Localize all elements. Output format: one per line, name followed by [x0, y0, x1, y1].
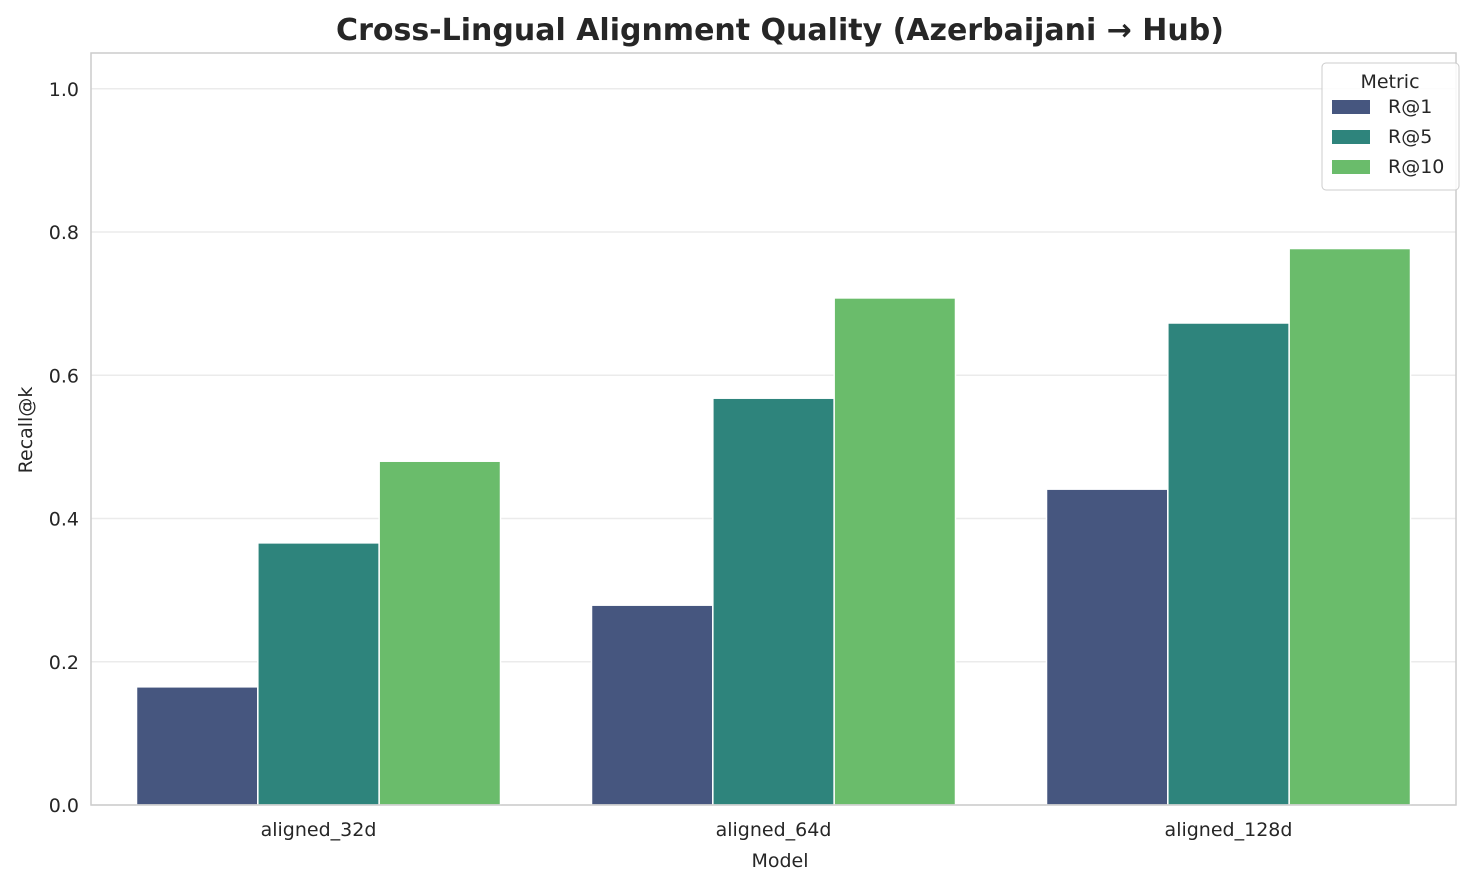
x-axis-ticks: aligned_32d aligned_64d aligned_128d [261, 819, 1293, 841]
legend-swatch [1332, 130, 1370, 144]
legend-label: R@5 [1388, 126, 1432, 148]
y-tick-label: 0.0 [49, 795, 79, 817]
chart-title: Cross-Lingual Alignment Quality (Azerbai… [336, 13, 1224, 48]
bar-r-at-1-aligned_32d [135, 686, 259, 806]
bars [135, 247, 1412, 806]
plot-frame [90, 52, 1457, 806]
legend-label: R@10 [1388, 156, 1444, 178]
bar-r-at-5-aligned_128d [1167, 322, 1290, 806]
y-axis-label: Recall@k [15, 387, 37, 474]
legend-label: R@1 [1388, 96, 1432, 118]
y-tick-label: 0.6 [49, 365, 79, 387]
x-tick-label: aligned_64d [716, 819, 832, 841]
x-tick-label: aligned_128d [1165, 819, 1293, 841]
bar-r-at-1-aligned_128d [1045, 488, 1169, 806]
bar-r-at-10-aligned_32d [378, 460, 502, 806]
legend-swatch [1332, 100, 1370, 114]
x-axis-label: Model [751, 850, 808, 872]
bar-r-at-5-aligned_64d [712, 397, 835, 806]
legend: Metric R@1 R@5 R@10 [1321, 62, 1460, 191]
legend-box [1321, 62, 1460, 191]
y-tick-label: 0.8 [49, 222, 79, 244]
bar-r-at-10-aligned_128d [1288, 247, 1412, 806]
y-tick-label: 0.4 [49, 509, 79, 531]
y-tick-label: 1.0 [49, 79, 79, 101]
y-tick-label: 0.2 [49, 652, 79, 674]
bar-r-at-10-aligned_64d [833, 297, 957, 806]
y-axis-ticks: 0.0 0.2 0.4 0.6 0.8 1.0 [49, 79, 79, 817]
bar-r-at-5-aligned_32d [257, 542, 380, 806]
legend-title: Metric [1360, 71, 1419, 93]
x-tick-label: aligned_32d [261, 819, 377, 841]
bar-r-at-1-aligned_64d [590, 604, 714, 806]
legend-swatch [1332, 160, 1370, 174]
